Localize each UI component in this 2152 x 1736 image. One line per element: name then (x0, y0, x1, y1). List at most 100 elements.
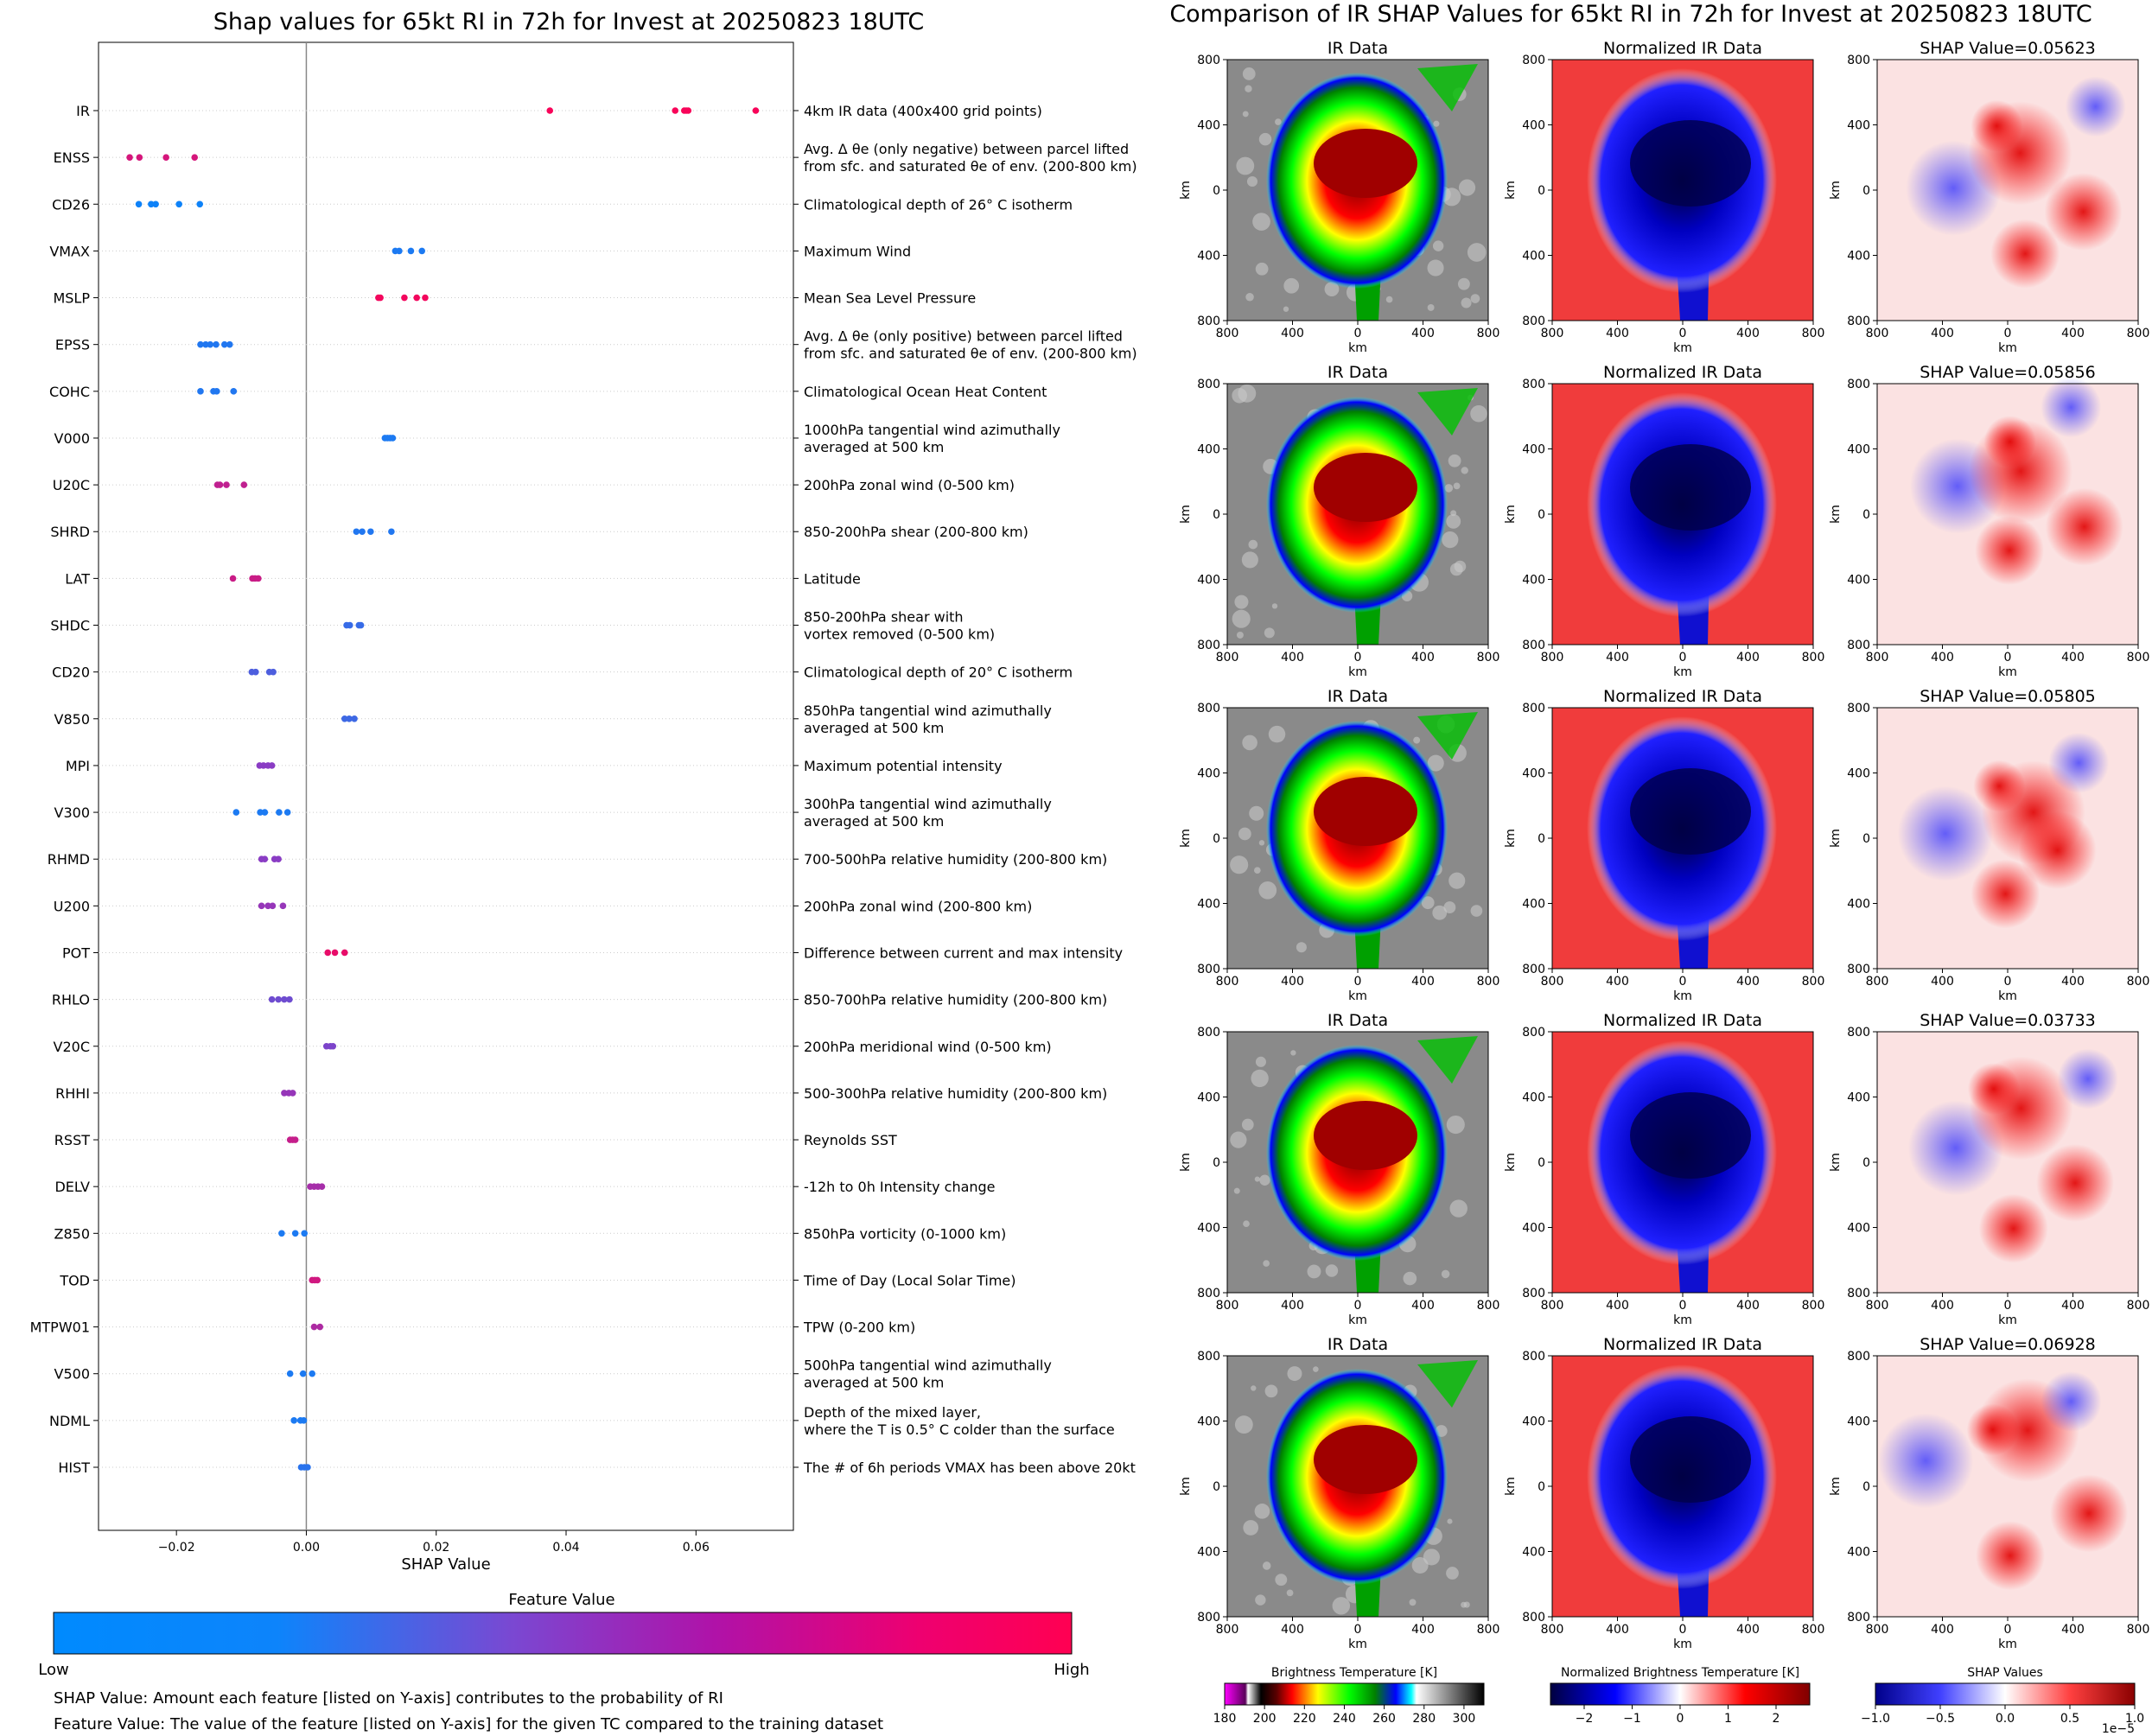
ir-cloud-fleck (1271, 603, 1278, 609)
x-tick-label: 800 (1541, 1299, 1564, 1313)
colorbar-tick-label: 240 (1333, 1712, 1356, 1726)
ir-cloud-fleck (1296, 942, 1307, 953)
shap-point (346, 621, 353, 629)
shap-panel-title: SHAP Value=0.03733 (1920, 1011, 2096, 1030)
norm-panel-title: Normalized IR Data (1603, 363, 1762, 382)
x-tick-label: 800 (2127, 651, 2150, 665)
shap-negative-area (2041, 1370, 2102, 1432)
feature-description: from sfc. and saturated θe of env. (200-… (804, 158, 1137, 175)
shap-point (684, 107, 692, 114)
shap-point (229, 575, 237, 582)
feature-description: 200hPa zonal wind (200-800 km) (804, 898, 1032, 914)
shap-point (377, 294, 384, 302)
shap-point (240, 481, 248, 488)
feature-label: U200 (54, 898, 90, 914)
norm-storm-core (1630, 1416, 1751, 1503)
shap-point (230, 388, 238, 395)
colorbar-low-label: Low (38, 1661, 68, 1679)
norm-panel-title: Normalized IR Data (1603, 39, 1762, 58)
x-tick-label: 800 (1216, 975, 1239, 989)
feature-description: 4km IR data (400x400 grid points) (804, 103, 1042, 119)
shap-point (197, 340, 204, 348)
ir-cloud-fleck (1275, 118, 1282, 125)
ir-cloud-fleck (1385, 296, 1393, 303)
shap-point (275, 855, 282, 863)
shap-point (290, 1417, 297, 1424)
feature-label: RHLO (52, 992, 90, 1008)
x-tick-label: 400 (1411, 651, 1435, 665)
shap-point (301, 1230, 308, 1237)
shap-point (232, 809, 240, 816)
x-tick-label: 800 (1477, 651, 1500, 665)
feature-description: Mean Sea Level Pressure (804, 290, 976, 307)
shap-point (261, 855, 269, 863)
shap-negative-area (2065, 76, 2126, 137)
y-tick-label: 800 (1847, 702, 1870, 715)
shap-positive-area (2018, 811, 2097, 890)
y-tick-label: 800 (1847, 963, 1870, 976)
colorbar-tick-label: −1.0 (1861, 1712, 1890, 1726)
x-tick-label: 400 (1931, 1299, 1954, 1313)
ir-colorbar-ticks: 180 200 220 240 260 280 300 (1213, 1705, 1475, 1726)
ir-cloud-fleck (1251, 1069, 1269, 1088)
shap-positive-area (1971, 99, 2023, 152)
colorbar-title: Feature Value (508, 1591, 614, 1609)
ir-cloud-fleck (1443, 901, 1456, 914)
y-tick-label: 400 (1197, 1091, 1220, 1105)
y-tick-label: 400 (1197, 1546, 1220, 1560)
ir-cloud-fleck (1251, 1385, 1257, 1391)
y-tick-label: 0 (1862, 1480, 1870, 1494)
shap-point (268, 762, 276, 769)
shap-positive-area (1975, 515, 2045, 585)
ir-cloud-fleck (1448, 872, 1466, 889)
shap-point (261, 809, 269, 816)
colorbar-tick-label: 2 (1773, 1712, 1780, 1726)
shap-point (314, 1276, 322, 1284)
y-axis-label: km (1829, 505, 1843, 524)
x-tick-label: 400 (2061, 1623, 2085, 1637)
ir-cloud-fleck (1461, 297, 1472, 308)
x-tick-label: 0 (1354, 1299, 1362, 1313)
feature-label: TOD (59, 1272, 90, 1288)
shap-colorbar-label: SHAP Values (1967, 1666, 2043, 1680)
ir-cloud-fleck (1238, 384, 1257, 403)
feature-label: SHRD (50, 524, 90, 540)
feature-description: 850-200hPa shear (200-800 km) (804, 524, 1028, 540)
ir-cloud-fleck (1453, 482, 1461, 490)
y-tick-label: 0 (1538, 184, 1545, 198)
ir-cloud-fleck (1411, 1557, 1429, 1574)
x-axis-label: km (1998, 665, 2017, 679)
shap-point (304, 1464, 311, 1471)
x-tick-label: 0 (2004, 975, 2012, 989)
feature-description: Maximum potential intensity (804, 758, 1003, 774)
ir-cloud-fleck (1258, 132, 1272, 146)
colorbar-tick-label: 200 (1253, 1712, 1277, 1726)
ir-storm-core (1314, 1101, 1417, 1170)
shap-positive-area (2050, 1474, 2129, 1553)
feature-description: Climatological depth of 20° C isotherm (804, 665, 1073, 681)
shap-negative-area (2041, 377, 2102, 438)
feature-label: MPI (66, 758, 90, 774)
shap-panel-title: SHAP Value=0.05623 (1920, 39, 2096, 58)
shap-positive-area (2044, 173, 2123, 251)
x-tick-label: 800 (1802, 1623, 1825, 1637)
x-tick-label: 800 (1477, 975, 1500, 989)
x-axis-label: km (1673, 341, 1692, 355)
shap-point (148, 200, 155, 208)
shap-negative-area (1878, 1413, 1974, 1509)
shap-point (175, 200, 182, 208)
feature-description: Difference between current and max inten… (804, 944, 1123, 961)
y-tick-label: 400 (1847, 443, 1870, 457)
feature-description: TPW (0-200 km) (803, 1319, 915, 1336)
y-tick-label: 800 (1522, 54, 1545, 67)
norm-panel-title: Normalized IR Data (1603, 1011, 1762, 1030)
shap-negative-area (1897, 785, 1993, 881)
shap-point (126, 154, 133, 161)
feature-description: 700-500hPa relative humidity (200-800 km… (804, 851, 1107, 868)
colorbar-tick-label: 0.0 (1996, 1712, 2015, 1726)
y-axis-label: km (1829, 181, 1843, 200)
feature-description: averaged at 500 km (804, 813, 944, 830)
feature-label: RHMD (48, 851, 90, 868)
ir-cloud-band (1417, 64, 1478, 111)
ir-cloud-fleck (1423, 1548, 1440, 1566)
